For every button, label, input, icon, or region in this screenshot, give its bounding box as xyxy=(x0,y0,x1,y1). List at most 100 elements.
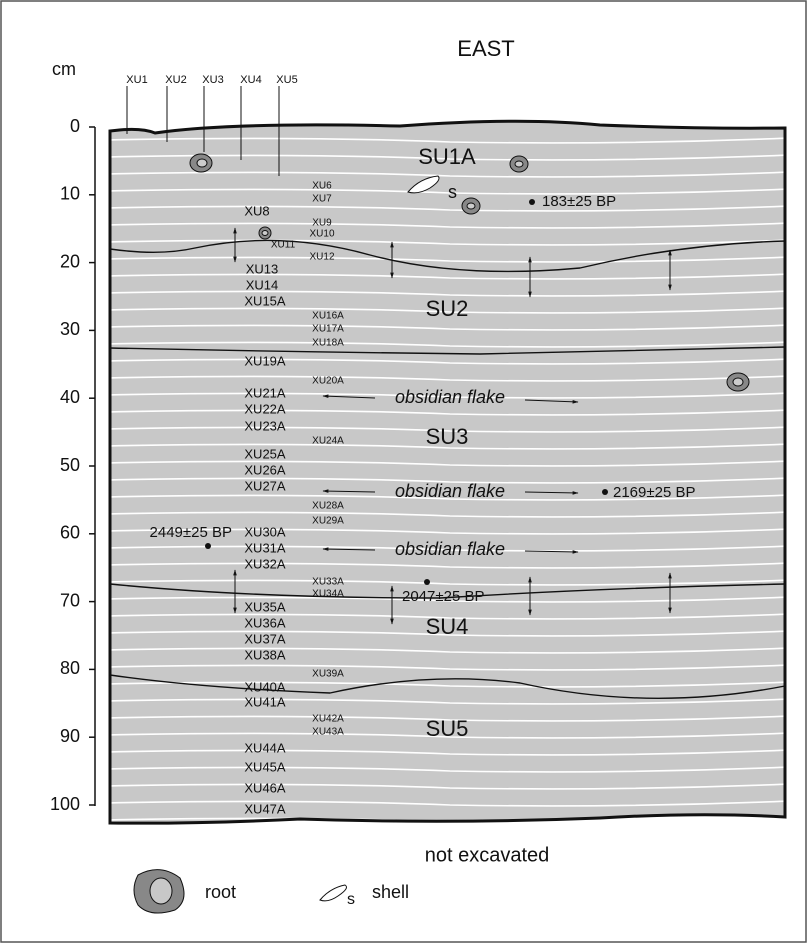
lamina xyxy=(110,545,785,552)
lamina xyxy=(110,766,785,773)
lamina xyxy=(110,154,785,161)
excavation-unit-label: XU6 xyxy=(312,181,332,192)
lamina xyxy=(110,579,785,586)
lamina xyxy=(110,443,785,450)
excavation-unit-label: XU12 xyxy=(309,252,334,263)
excavation-unit-label: XU36A xyxy=(244,615,286,630)
lamina xyxy=(110,494,785,501)
lamina xyxy=(110,290,785,297)
lamina xyxy=(110,256,785,263)
date-label: 2047±25 BP xyxy=(402,588,484,605)
date-label: 2449±25 BP xyxy=(150,524,232,541)
lamina xyxy=(110,698,785,705)
excavation-unit-label: XU20A xyxy=(312,376,344,387)
excavation-unit-label: XU30A xyxy=(244,524,286,539)
excavation-unit-label: XU16A xyxy=(312,311,344,322)
excavation-unit-label: XU10 xyxy=(309,229,334,240)
tick-label: 40 xyxy=(60,387,80,407)
lamina xyxy=(110,647,785,654)
bottom-note: not excavated xyxy=(425,844,550,866)
stratigraphic-unit-label: SU1A xyxy=(418,144,476,169)
legend-label: root xyxy=(205,882,236,902)
stratigraphic-unit-label: SU4 xyxy=(426,614,469,639)
stratigraphic-unit-label: SU2 xyxy=(426,296,469,321)
excavation-unit-label: XU7 xyxy=(312,194,332,205)
lamina xyxy=(110,562,785,569)
excavation-unit-label: XU11 xyxy=(271,240,296,251)
lamina xyxy=(110,681,785,688)
boundary xyxy=(109,674,786,699)
lamina xyxy=(110,630,785,637)
legend-label: shell xyxy=(372,882,409,902)
excavation-unit-label: XU26A xyxy=(244,462,286,477)
excavation-unit-label: XU29A xyxy=(312,516,344,527)
tick-label: 70 xyxy=(60,590,80,610)
lamina xyxy=(110,477,785,484)
lamina xyxy=(110,596,785,603)
lamina xyxy=(110,171,785,178)
boundary-ranges xyxy=(233,227,672,625)
tick-label: 90 xyxy=(60,726,80,746)
lamina xyxy=(110,341,785,348)
profile-outline xyxy=(108,119,787,825)
excavation-unit-label: XU27A xyxy=(244,478,286,493)
lamina xyxy=(110,137,785,144)
excavation-unit-label: XU34A xyxy=(312,589,344,600)
lamina xyxy=(110,460,785,467)
excavation-unit-label: XU45A xyxy=(244,759,286,774)
lamina xyxy=(110,358,785,365)
lamina xyxy=(110,783,785,790)
shell-mark: s xyxy=(448,182,457,202)
excavation-unit-label: XU24A xyxy=(312,436,344,447)
legend-symbol-label: s xyxy=(347,891,355,908)
tick-label: 100 xyxy=(50,794,80,814)
legend: root s shell xyxy=(133,869,409,914)
excavation-unit-label: XU31A xyxy=(244,540,286,555)
lamina xyxy=(110,528,785,535)
lamina xyxy=(110,409,785,416)
find-label: obsidian flake xyxy=(395,539,505,559)
excavation-unit-label: XU42A xyxy=(312,714,344,725)
lamina xyxy=(110,222,785,229)
excavation-unit-label: XU1 xyxy=(126,74,147,86)
excavation-unit-label: XU15A xyxy=(244,293,286,308)
excavation-unit-label: XU39A xyxy=(312,669,344,680)
excavation-unit-label: XU28A xyxy=(312,501,344,512)
lamina xyxy=(110,715,785,722)
excavation-unit-label: XU35A xyxy=(244,599,286,614)
lamina xyxy=(110,732,785,739)
tick-label: 10 xyxy=(60,184,80,204)
stratigraphic-unit-label: SU3 xyxy=(426,424,469,449)
excavation-unit-label: XU17A xyxy=(312,324,344,335)
excavation-unit-label: XU43A xyxy=(312,727,344,738)
stratigraphic-unit-label: SU5 xyxy=(426,716,469,741)
roots xyxy=(189,153,750,392)
lamina xyxy=(110,375,785,382)
excavation-unit-label: XU4 xyxy=(240,74,261,86)
excavation-unit-label: XU19A xyxy=(244,353,286,368)
excavation-unit-label: XU21A xyxy=(244,385,286,400)
tick-label: 60 xyxy=(60,523,80,543)
excavation-unit-label: XU3 xyxy=(202,74,223,86)
excavation-unit-label: XU18A xyxy=(312,338,344,349)
lamina xyxy=(110,426,785,433)
lamina xyxy=(110,392,785,399)
excavation-unit-label: XU22A xyxy=(244,401,286,416)
lamina xyxy=(110,307,785,314)
boundary xyxy=(109,346,786,355)
lamina xyxy=(110,664,785,671)
excavation-unit-label: XU37A xyxy=(244,631,286,646)
date-label: 2169±25 BP xyxy=(613,484,695,501)
xu-pegs xyxy=(126,86,280,176)
excavation-unit-label: XU32A xyxy=(244,556,286,571)
excavation-unit-label: XU13 xyxy=(246,261,279,276)
tick-label: 0 xyxy=(70,116,80,136)
title: EAST xyxy=(457,36,514,61)
tick-label: 30 xyxy=(60,319,80,339)
lamina xyxy=(110,239,785,246)
tick-label: 20 xyxy=(60,251,80,271)
find-label: obsidian flake xyxy=(395,481,505,501)
date-dots xyxy=(205,199,608,585)
